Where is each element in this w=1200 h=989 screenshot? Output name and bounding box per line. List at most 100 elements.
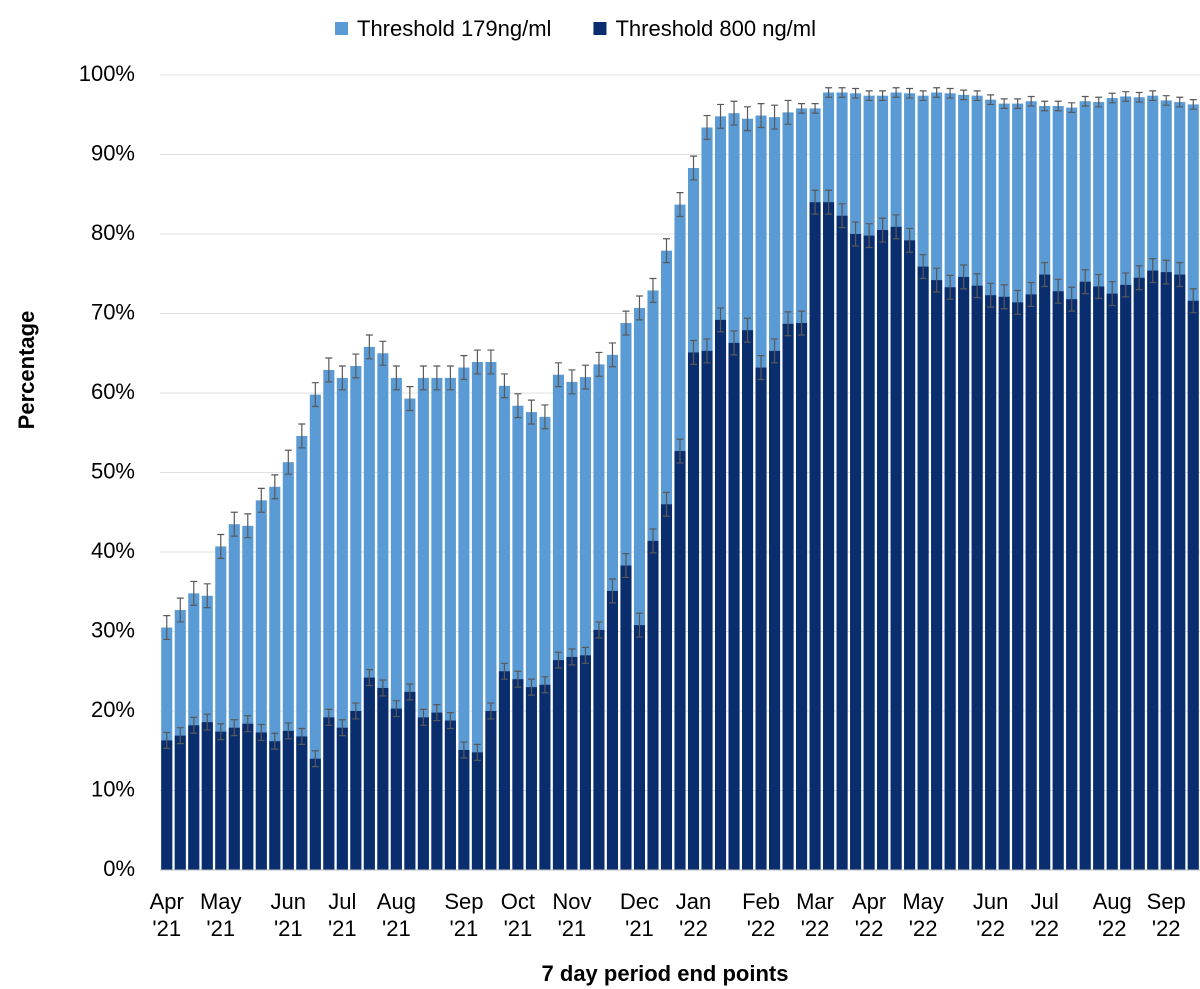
- x-tick-label: Nov '21: [552, 889, 592, 941]
- bar: [485, 711, 497, 870]
- bar: [850, 234, 862, 870]
- error-bar: [311, 750, 319, 768]
- error-bar: [581, 646, 589, 664]
- y-tick-label: 70%: [91, 299, 135, 324]
- bar: [606, 590, 619, 870]
- bar: [174, 735, 186, 870]
- error-bar: [176, 727, 184, 745]
- error-bar: [500, 373, 508, 399]
- error-bar: [446, 711, 454, 730]
- bar: [1174, 274, 1186, 870]
- legend-label: Threshold 800 ng/ml: [615, 16, 816, 41]
- x-tick-label: Oct '21: [500, 889, 536, 941]
- error-bar: [392, 700, 400, 718]
- bar: [809, 202, 821, 870]
- bar: [296, 736, 308, 870]
- error-bar: [446, 365, 454, 391]
- error-bar: [649, 277, 657, 303]
- bar: [863, 235, 875, 871]
- error-bar: [1054, 100, 1062, 112]
- bar: [904, 240, 916, 871]
- error-bar: [217, 533, 225, 559]
- error-bar: [717, 103, 725, 129]
- x-tick-label: Dec '21: [619, 889, 660, 941]
- error-bar: [554, 362, 562, 388]
- bar: [323, 717, 335, 870]
- error-bar: [500, 662, 508, 680]
- error-bar: [203, 713, 211, 731]
- error-bar: [1135, 91, 1143, 103]
- error-bar: [1000, 284, 1008, 310]
- error-bar: [568, 648, 576, 666]
- error-bar: [338, 365, 346, 391]
- bar: [404, 398, 416, 870]
- y-tick-label: 60%: [91, 379, 135, 404]
- error-bar: [919, 90, 927, 102]
- error-bar: [473, 349, 481, 375]
- error-bar: [554, 651, 562, 669]
- error-bar: [879, 217, 887, 243]
- error-bar: [744, 317, 752, 343]
- error-bar: [635, 612, 643, 638]
- bar: [1012, 302, 1024, 870]
- error-bar: [635, 295, 643, 321]
- bar: [823, 202, 835, 870]
- error-bar: [662, 238, 670, 264]
- error-bar: [676, 438, 684, 464]
- error-bar: [811, 103, 819, 114]
- error-bar: [987, 94, 995, 106]
- error-bar: [892, 214, 900, 240]
- bar: [390, 377, 402, 870]
- bar: [1039, 274, 1051, 870]
- bar: [498, 385, 510, 870]
- error-bar: [190, 716, 198, 734]
- x-tick-label: Jul '21: [327, 889, 357, 941]
- bar: [633, 307, 646, 870]
- error-bar: [163, 731, 171, 749]
- bar: [782, 323, 794, 871]
- x-tick-label: May '22: [902, 889, 944, 941]
- bar: [377, 353, 389, 870]
- bar: [228, 524, 240, 870]
- bar: [660, 504, 673, 870]
- error-bar: [595, 351, 603, 377]
- bar: [458, 749, 470, 870]
- error-bar: [1189, 99, 1197, 110]
- error-bar: [1095, 96, 1103, 108]
- error-bar: [1176, 96, 1184, 108]
- bar: [444, 377, 456, 870]
- legend-swatch: [335, 22, 348, 35]
- x-tick-label: Jul '22: [1030, 889, 1059, 941]
- bar: [512, 405, 524, 870]
- error-bar: [1000, 98, 1008, 109]
- error-bar: [703, 114, 711, 140]
- bar: [687, 352, 700, 871]
- error-bar: [581, 364, 589, 390]
- bar: [741, 330, 754, 870]
- error-bar: [595, 621, 603, 639]
- bar: [269, 741, 281, 870]
- y-tick-label: 80%: [91, 220, 135, 245]
- bar: [255, 500, 267, 870]
- bar: [1066, 299, 1078, 870]
- bar: [593, 629, 605, 870]
- error-bar: [906, 227, 914, 253]
- bar: [539, 684, 551, 870]
- error-bar: [690, 155, 698, 181]
- x-tick-label: Apr '22: [851, 889, 887, 941]
- x-tick-label: May '21: [199, 889, 242, 941]
- bar: [323, 369, 335, 870]
- error-bar: [392, 365, 400, 391]
- error-bar: [1189, 288, 1197, 314]
- error-bar: [325, 708, 333, 726]
- x-tick-label: Sep '22: [1146, 889, 1186, 941]
- bar: [674, 451, 686, 870]
- error-bar: [163, 615, 171, 641]
- error-bar: [946, 274, 954, 300]
- bar: [215, 546, 227, 870]
- bar: [1079, 281, 1091, 870]
- bar: [242, 525, 254, 870]
- error-bar: [365, 334, 373, 360]
- bar: [1093, 286, 1105, 871]
- error-bar: [825, 189, 833, 215]
